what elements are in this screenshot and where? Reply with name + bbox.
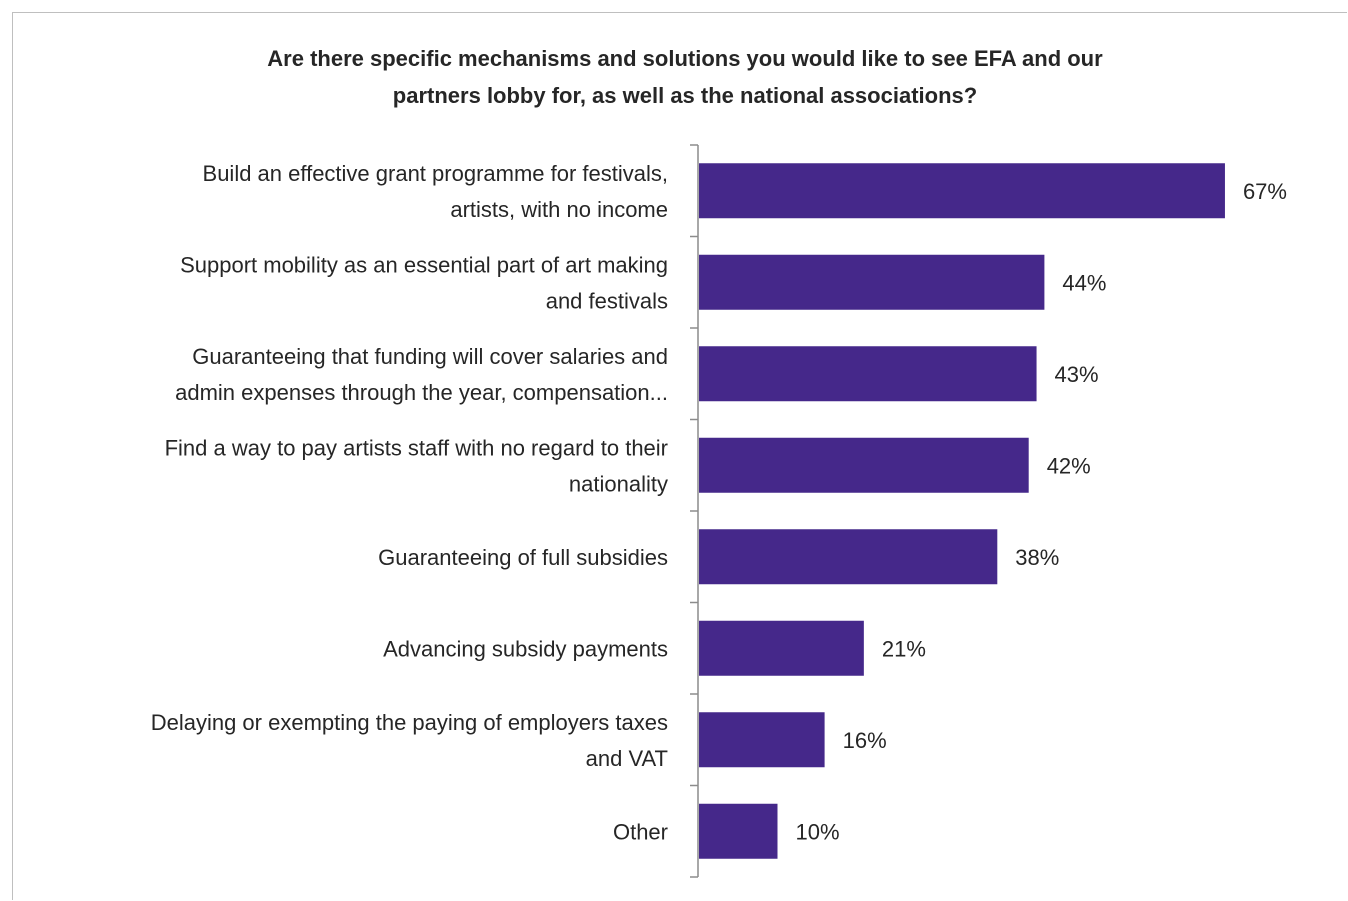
value-label: 10% — [796, 819, 840, 844]
category-label: Find a way to pay artists staff with no … — [165, 435, 668, 496]
y-axis — [690, 144, 699, 878]
value-label: 21% — [882, 636, 926, 661]
chart-title-line-1: Are there specific mechanisms and soluti… — [267, 46, 1103, 71]
bar — [699, 529, 998, 585]
chart-title: Are there specific mechanisms and soluti… — [0, 40, 1348, 114]
bar — [699, 803, 778, 859]
category-label: Other — [613, 819, 668, 844]
value-label: 67% — [1243, 179, 1287, 204]
value-label: 44% — [1062, 270, 1106, 295]
bar — [699, 346, 1037, 402]
bar — [699, 712, 825, 768]
value-label: 43% — [1055, 362, 1099, 387]
bar — [699, 620, 864, 676]
category-labels: Build an effective grant programme for f… — [151, 161, 668, 845]
chart-title-line-2: partners lobby for, as well as the natio… — [392, 83, 978, 108]
bars — [699, 163, 1225, 859]
chart-frame — [12, 12, 1347, 900]
value-labels: 67% 44% 43% 42% 38% 21% 16% 10% — [796, 179, 1287, 845]
category-label: Guaranteeing that funding will cover sal… — [175, 344, 668, 405]
category-label: Delaying or exempting the paying of empl… — [151, 710, 668, 771]
category-label: Build an effective grant programme for f… — [203, 161, 668, 222]
bar — [699, 254, 1045, 310]
category-label: Support mobility as an essential part of… — [180, 252, 668, 313]
value-label: 38% — [1015, 545, 1059, 570]
value-label: 42% — [1047, 453, 1091, 478]
bar — [699, 437, 1029, 493]
bar — [699, 163, 1225, 219]
category-label: Guaranteeing of full subsidies — [378, 545, 668, 570]
value-label: 16% — [843, 728, 887, 753]
category-label: Advancing subsidy payments — [383, 636, 668, 661]
